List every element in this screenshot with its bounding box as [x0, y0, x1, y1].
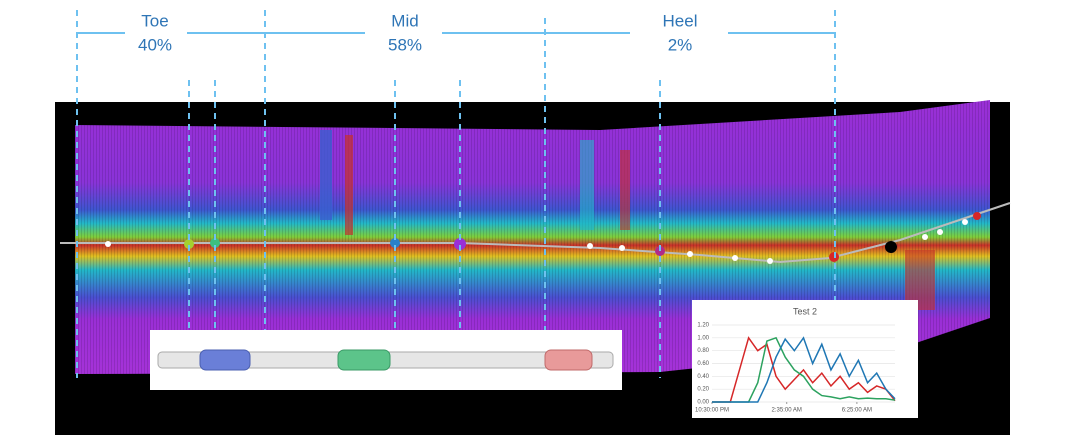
- y-tick-label: 0.40: [697, 374, 709, 380]
- marker: [105, 241, 111, 247]
- y-tick-label: 0.60: [697, 361, 709, 367]
- zone-name: Toe: [141, 11, 168, 30]
- marker: [962, 219, 968, 225]
- zone-share: 2%: [668, 35, 693, 54]
- marker: [210, 238, 220, 248]
- marker: [390, 238, 400, 248]
- y-tick-label: 1.20: [697, 323, 709, 329]
- marker: [687, 251, 693, 257]
- y-tick-label: 0.80: [697, 348, 709, 354]
- well-path: [60, 202, 1011, 264]
- marker: [732, 255, 738, 261]
- marker: [184, 239, 194, 249]
- marker: [767, 258, 773, 264]
- zone-dividers: [76, 10, 836, 378]
- series-line: [712, 336, 896, 403]
- marker: [937, 229, 943, 235]
- packer: [337, 349, 391, 371]
- marker: [922, 234, 928, 240]
- marker: [973, 212, 981, 220]
- x-tick-label: 2:35:00 AM: [772, 408, 802, 414]
- chart-title: Test 2: [793, 306, 817, 316]
- x-tick-label: 6:25:00 AM: [842, 408, 872, 414]
- tool-diagram: [150, 330, 622, 390]
- streak: [320, 130, 332, 220]
- y-tick-label: 0.00: [697, 400, 709, 406]
- packer: [544, 349, 593, 371]
- marker: [619, 245, 625, 251]
- marker: [885, 241, 897, 253]
- chart-panel: [692, 300, 918, 418]
- zone-share: 40%: [138, 35, 172, 54]
- y-tick-label: 1.00: [697, 335, 709, 341]
- streak: [345, 135, 353, 235]
- x-tick-label: 10:30:00 PM: [695, 408, 729, 414]
- y-tick-label: 0.20: [697, 387, 709, 393]
- marker: [454, 238, 466, 250]
- zone-share: 58%: [388, 35, 422, 54]
- streak: [620, 150, 630, 230]
- streak: [580, 140, 594, 230]
- series-line: [712, 336, 896, 403]
- packer: [199, 349, 251, 371]
- marker: [587, 243, 593, 249]
- zone-name: Mid: [391, 11, 418, 30]
- zone-name: Heel: [663, 11, 698, 30]
